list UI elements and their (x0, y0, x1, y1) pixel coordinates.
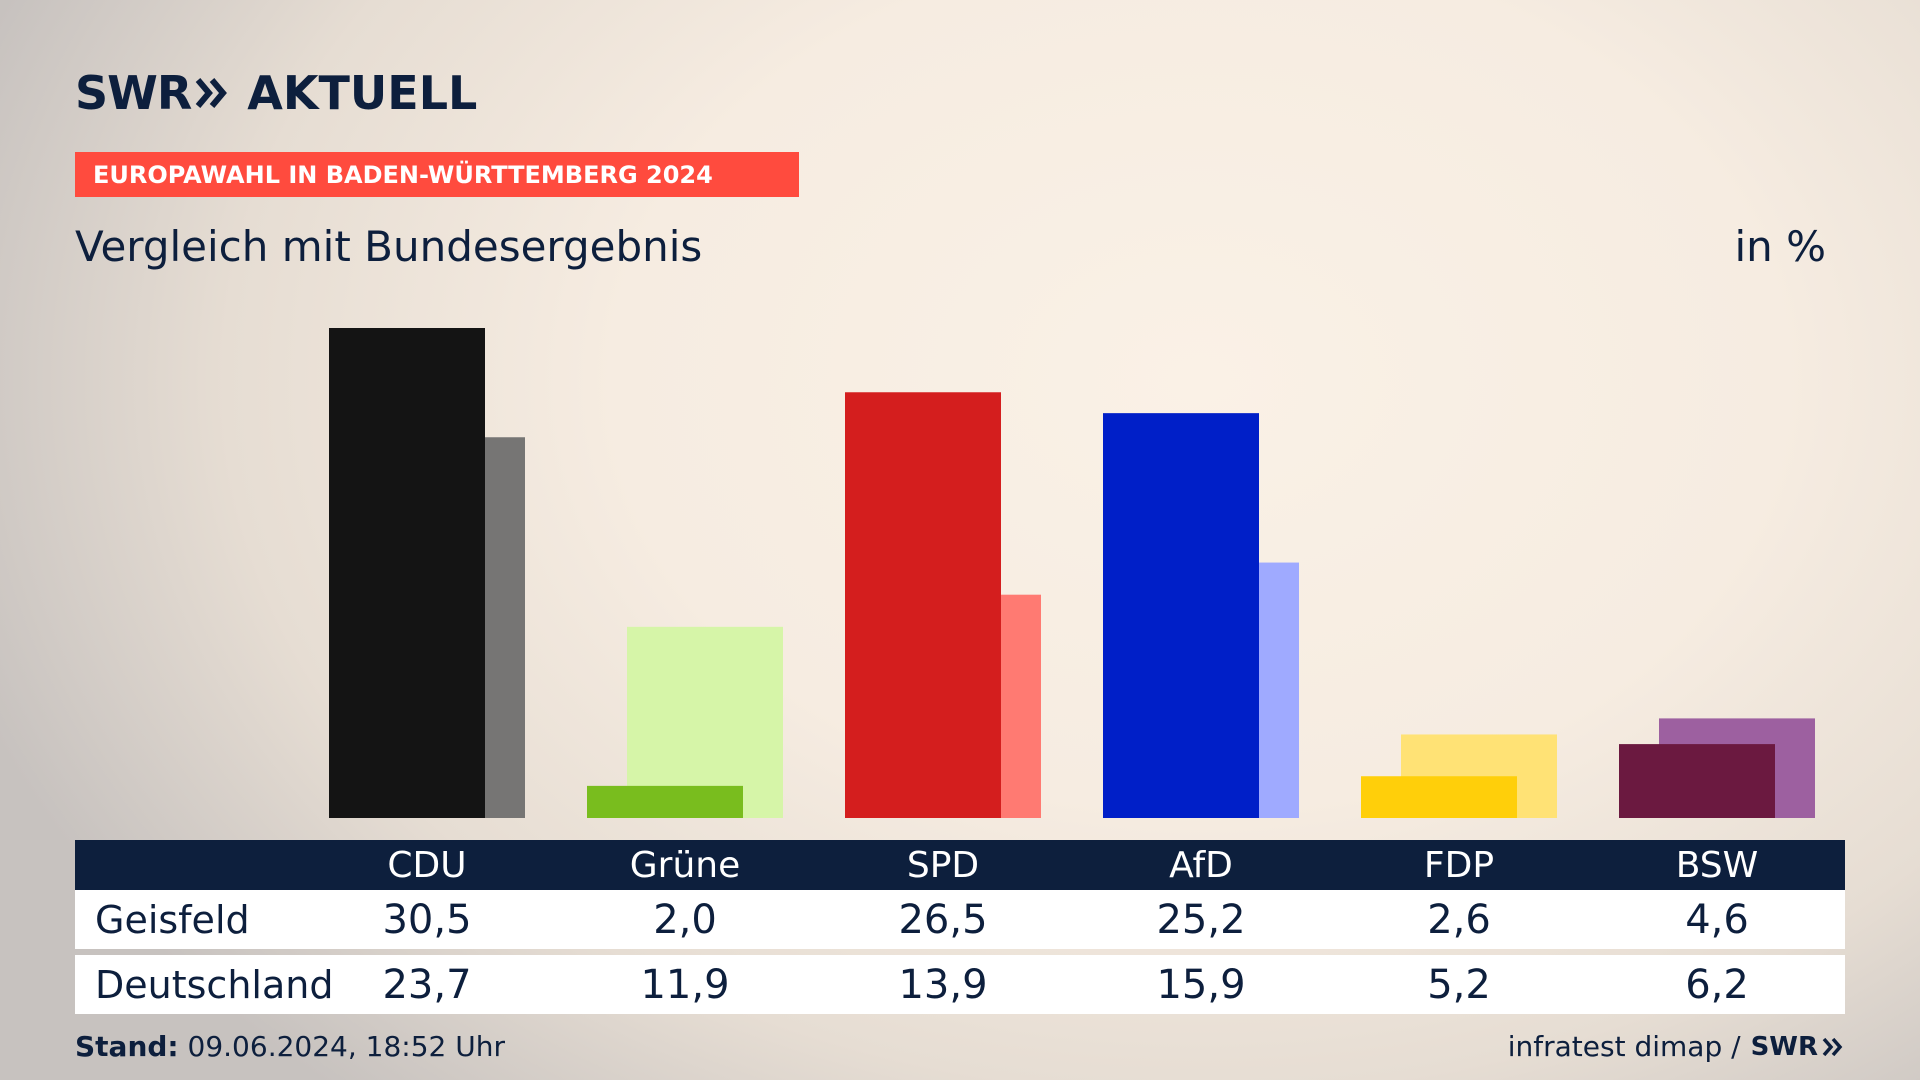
table-row-geisfeld: Geisfeld 30,5 2,0 26,5 25,2 2,6 4,6 (75, 890, 1845, 949)
bar-geisfeld-bsw (1619, 744, 1775, 818)
swr-small-logo-text: SWR (1750, 1031, 1818, 1062)
table-header: CDU Grüne SPD AfD FDP BSW (75, 840, 1845, 890)
value-cell: 2,6 (1427, 896, 1491, 943)
double-chevron-icon (195, 76, 229, 110)
logo-aktuell-text: AKTUELL (247, 66, 478, 120)
row-label: Deutschland (95, 962, 334, 1007)
value-cell: 13,9 (898, 961, 988, 1008)
row-label: Geisfeld (95, 897, 250, 942)
column-header: Grüne (629, 844, 741, 886)
bar-geisfeld-grüne (587, 785, 743, 818)
source-credit: infratest dimap / SWR (1508, 1030, 1844, 1063)
value-cell: 5,2 (1427, 961, 1491, 1008)
results-table: CDU Grüne SPD AfD FDP BSW Geisfeld 30,5 2,0 26,… (75, 840, 1845, 1014)
column-header: CDU (387, 844, 467, 886)
timestamp: Stand: 09.06.2024, 18:52 Uhr (75, 1030, 505, 1063)
column-header: BSW (1675, 844, 1759, 886)
column-header: AfD (1169, 844, 1233, 886)
value-cell: 15,9 (1156, 961, 1246, 1008)
bar-geisfeld-afd (1103, 413, 1259, 818)
value-cell: 6,2 (1685, 961, 1749, 1008)
stand-value: 09.06.2024, 18:52 Uhr (187, 1030, 505, 1063)
column-header: FDP (1423, 844, 1495, 886)
stand-label: Stand: (75, 1030, 179, 1063)
unit-label: in % (1734, 222, 1826, 271)
table-row-deutschland: Deutschland 23,7 11,9 13,9 15,9 5,2 6,2 (75, 955, 1845, 1014)
value-cell: 2,0 (653, 896, 717, 943)
swr-aktuell-logo: SWR AKTUELL (75, 66, 477, 120)
election-banner: EUROPAWAHL IN BADEN-WÜRTTEMBERG 2024 (75, 152, 799, 197)
swr-small-logo: SWR (1751, 1032, 1844, 1062)
logo-swr-text: SWR (75, 66, 192, 120)
bar-geisfeld-fdp (1361, 776, 1517, 818)
value-cell: 25,2 (1156, 896, 1246, 943)
bar-geisfeld-spd (845, 392, 1001, 818)
bar-geisfeld-cdu (329, 328, 485, 818)
chart-subtitle: Vergleich mit Bundesergebnis (75, 222, 703, 271)
column-header: SPD (906, 844, 980, 886)
value-cell: 26,5 (898, 896, 988, 943)
value-cell: 30,5 (382, 896, 472, 943)
value-cell: 11,9 (640, 961, 730, 1008)
value-cell: 23,7 (382, 961, 472, 1008)
value-cell: 4,6 (1685, 896, 1749, 943)
double-chevron-icon (1822, 1037, 1843, 1056)
source-text: infratest dimap / (1507, 1030, 1741, 1063)
